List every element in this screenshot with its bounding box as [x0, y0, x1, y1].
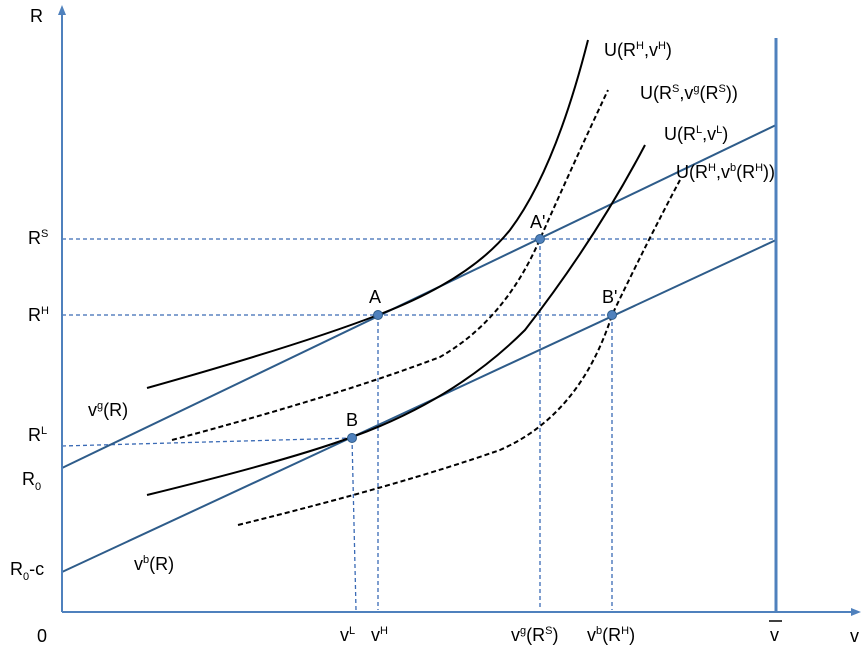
points	[347, 234, 617, 443]
tick-vbar: v	[770, 625, 779, 645]
curve-u-rh-vh	[146, 39, 589, 389]
point-a-prime-label: A'	[530, 212, 545, 232]
point-b	[347, 433, 357, 443]
guide-lines	[61, 238, 776, 611]
point-a-label: A	[369, 287, 381, 307]
y-axis-label: R	[30, 6, 43, 26]
point-b-prime	[607, 310, 617, 320]
tick-vl: vL	[340, 625, 355, 645]
vg-line-label: vg(R)	[88, 400, 128, 420]
point-b-prime-label: B'	[602, 287, 617, 307]
curve-label-u-rs-vg-rs: U(RS,vg(RS))	[640, 83, 738, 103]
curve-label-u-rh-vh: U(RH,vH)	[604, 40, 672, 60]
curve-label-u-rl-vl: U(RL,vL)	[664, 124, 728, 144]
vb-line-label: vb(R)	[134, 554, 174, 574]
curve-u-rh-vb-rh	[237, 179, 681, 526]
guide-rl-horizontal	[61, 437, 353, 447]
tick-r0-minus-c: R0-c	[10, 559, 44, 583]
curve-u-rs-vg-rs	[171, 89, 609, 441]
curve-label-u-rh-vb-rh: U(RH,vb(RH))	[676, 162, 775, 182]
tick-rh: RH	[28, 305, 49, 325]
curve-u-rl-vl	[146, 144, 646, 496]
x-axis-label: v	[850, 626, 859, 646]
guide-vl-vertical	[351, 437, 357, 611]
point-b-label: B	[346, 410, 358, 430]
tick-rs: RS	[28, 228, 48, 248]
point-a-prime	[535, 234, 545, 244]
tick-vb-rh: vb(RH)	[587, 625, 635, 645]
point-a	[373, 310, 383, 320]
vb-line	[61, 239, 777, 573]
origin-label: 0	[37, 626, 47, 646]
tick-r0: R0	[22, 469, 41, 493]
tick-rl: RL	[28, 425, 47, 445]
tick-vh: vH	[371, 625, 388, 645]
tick-vg-rs: vg(RS)	[511, 625, 558, 645]
